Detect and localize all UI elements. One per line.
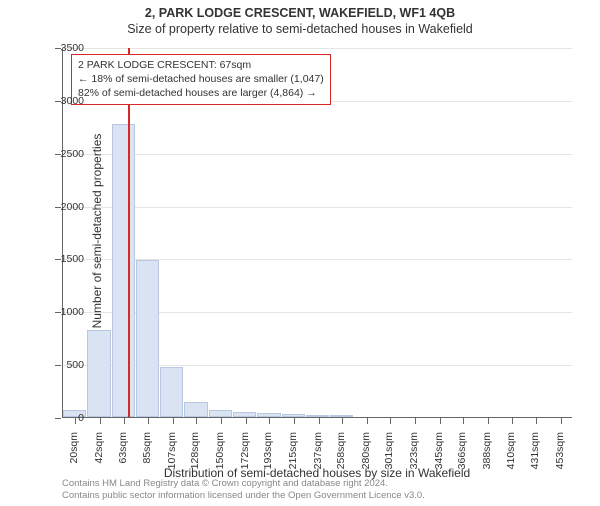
histogram-bar [112,124,135,417]
x-tick [196,418,197,424]
x-tick-label: 128sqm [189,432,201,482]
y-axis-title: Number of semi-detached properties [90,46,104,416]
y-tick-label: 2500 [44,148,84,160]
histogram-bar [160,367,183,417]
title-main: 2, PARK LODGE CRESCENT, WAKEFIELD, WF1 4… [0,6,600,20]
x-tick-label: 323sqm [408,432,420,482]
x-tick-label: 237sqm [312,432,324,482]
x-tick [319,418,320,424]
x-tick-label: 431sqm [529,432,541,482]
x-tick [148,418,149,424]
x-tick-label: 366sqm [456,432,468,482]
grid-line [63,154,572,155]
x-tick-label: 85sqm [141,432,153,482]
histogram-bar [330,415,353,417]
x-tick-label: 172sqm [239,432,251,482]
x-tick [342,418,343,424]
y-tick-label: 0 [44,412,84,424]
footer-line: Contains public sector information licen… [62,490,425,502]
x-tick-label: 20sqm [68,432,80,482]
histogram-bar [233,412,256,417]
histogram-bar [257,413,280,417]
info-line: ← 18% of semi-detached houses are smalle… [78,72,324,86]
x-tick-label: 150sqm [214,432,226,482]
plot-area: 2 PARK LODGE CRESCENT: 67sqm← 18% of sem… [62,48,572,418]
x-tick-label: 258sqm [335,432,347,482]
grid-line [63,207,572,208]
x-tick-label: 410sqm [505,432,517,482]
x-tick [561,418,562,424]
x-tick [390,418,391,424]
grid-line [63,48,572,49]
x-tick-label: 63sqm [117,432,129,482]
x-tick [536,418,537,424]
x-tick [294,418,295,424]
x-tick-label: 388sqm [481,432,493,482]
x-tick-label: 193sqm [262,432,274,482]
x-tick [269,418,270,424]
x-tick [488,418,489,424]
x-tick [415,418,416,424]
histogram-bar [209,410,232,417]
x-tick-label: 453sqm [554,432,566,482]
y-tick-label: 2000 [44,201,84,213]
y-tick-label: 1000 [44,306,84,318]
y-tick-label: 3000 [44,95,84,107]
x-tick-label: 107sqm [166,432,178,482]
y-tick-label: 3500 [44,42,84,54]
histogram-bar [184,402,207,417]
x-tick-label: 215sqm [287,432,299,482]
histogram-bar [306,415,329,417]
info-line: 82% of semi-detached houses are larger (… [78,86,324,100]
info-line: 2 PARK LODGE CRESCENT: 67sqm [78,58,324,72]
histogram-bar [282,414,305,417]
x-tick [221,418,222,424]
x-tick-label: 301sqm [383,432,395,482]
x-tick [367,418,368,424]
x-tick [440,418,441,424]
x-tick [124,418,125,424]
x-tick [246,418,247,424]
y-tick-label: 500 [44,359,84,371]
x-tick-label: 345sqm [433,432,445,482]
x-tick [463,418,464,424]
x-tick [512,418,513,424]
x-tick-label: 42sqm [93,432,105,482]
info-box: 2 PARK LODGE CRESCENT: 67sqm← 18% of sem… [71,54,331,105]
y-tick-label: 1500 [44,253,84,265]
chart: 2 PARK LODGE CRESCENT: 67sqm← 18% of sem… [62,48,572,418]
x-tick-label: 280sqm [360,432,372,482]
x-tick [173,418,174,424]
histogram-bar [136,260,159,418]
x-tick [100,418,101,424]
title-sub: Size of property relative to semi-detach… [0,22,600,36]
